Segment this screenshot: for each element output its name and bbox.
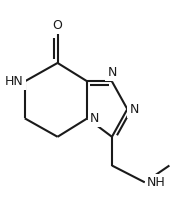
Text: N: N	[129, 103, 139, 116]
Text: N: N	[90, 112, 99, 125]
Text: N: N	[107, 66, 117, 79]
Text: NH: NH	[147, 176, 165, 189]
Text: HN: HN	[5, 75, 24, 88]
Text: O: O	[53, 19, 62, 32]
